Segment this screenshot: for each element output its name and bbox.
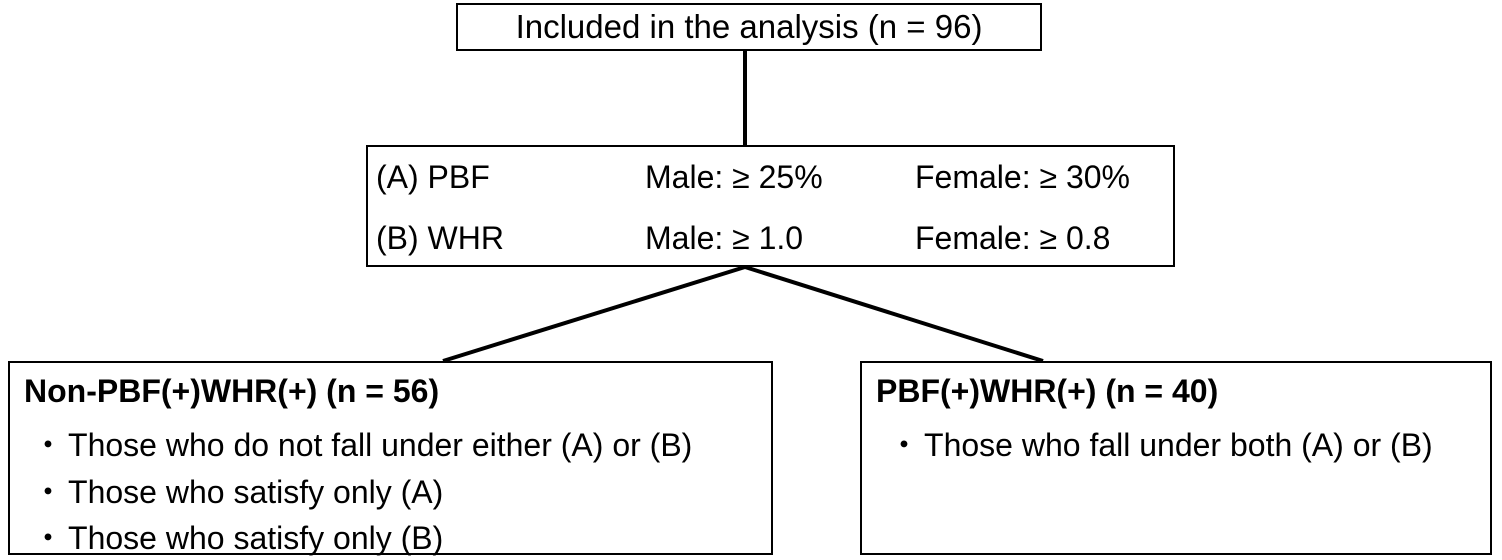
criteria-row-whr: (B) WHR Male: ≥ 1.0 Female: ≥ 0.8 bbox=[368, 220, 1173, 260]
pbf-whr-group-box: PBF(+)WHR(+) (n = 40) ・ Those who fall un… bbox=[860, 361, 1492, 555]
criteria-box: (A) PBF Male: ≥ 25% Female: ≥ 30% (B) WH… bbox=[366, 145, 1175, 267]
list-item: ・ Those who satisfy only (A) bbox=[32, 467, 443, 513]
list-item: ・ Those who fall under both (A) or (B) bbox=[888, 420, 1433, 466]
connector-criteria-to-left bbox=[442, 265, 746, 363]
group-title: PBF(+)WHR(+) (n = 40) bbox=[876, 373, 1219, 409]
criteria-label: (B) WHR bbox=[376, 220, 504, 256]
list-item: ・ Those who satisfy only (B) bbox=[32, 513, 443, 559]
bullet-dot: ・ bbox=[888, 427, 921, 463]
criteria-male: Male: ≥ 25% bbox=[645, 159, 823, 195]
list-item-text: Those who fall under both (A) or (B) bbox=[924, 427, 1433, 463]
analysis-label: Included in the analysis (n = 96) bbox=[515, 8, 983, 45]
criteria-male: Male: ≥ 1.0 bbox=[645, 220, 804, 256]
connector-criteria-to-right bbox=[744, 265, 1044, 363]
list-item: ・ Those who do not fall under either (A) … bbox=[32, 420, 692, 466]
criteria-female: Female: ≥ 0.8 bbox=[915, 220, 1111, 256]
bullet-dot: ・ bbox=[32, 474, 65, 510]
list-item-text: Those who do not fall under either (A) o… bbox=[68, 427, 693, 463]
bullet-dot: ・ bbox=[32, 520, 65, 556]
criteria-female: Female: ≥ 30% bbox=[915, 159, 1130, 195]
criteria-label: (A) PBF bbox=[376, 159, 490, 195]
non-pbf-whr-group-box: Non-PBF(+)WHR(+) (n = 56) ・ Those who do … bbox=[8, 361, 773, 556]
bullet-dot: ・ bbox=[32, 427, 65, 463]
analysis-box: Included in the analysis (n = 96) bbox=[456, 3, 1042, 51]
list-item-text: Those who satisfy only (B) bbox=[68, 520, 444, 556]
criteria-row-pbf: (A) PBF Male: ≥ 25% Female: ≥ 30% bbox=[368, 159, 1173, 199]
group-title: Non-PBF(+)WHR(+) (n = 56) bbox=[24, 373, 440, 409]
list-item-text: Those who satisfy only (A) bbox=[68, 474, 444, 510]
